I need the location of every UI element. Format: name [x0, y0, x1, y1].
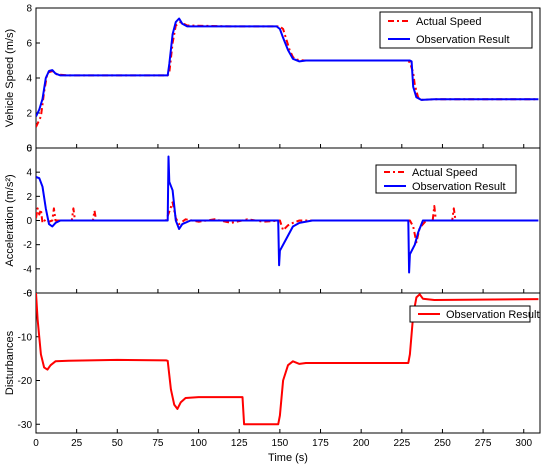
x-tick-label: 275	[475, 438, 492, 449]
legend-label: Observation Result	[412, 181, 506, 193]
panel-3: -30 -20 -10 0 0 25 50 75 100 125 150 175 200 225 250 27…	[4, 289, 541, 449]
y-tick-label: -6	[23, 289, 32, 300]
y-tick-label: -10	[18, 332, 33, 343]
y-axis-label: Acceleration (m/s²)	[4, 174, 16, 266]
legend-box	[379, 11, 533, 49]
legend-box	[375, 164, 517, 194]
legend: Observation Result	[409, 305, 540, 323]
y-tick-label: 2	[26, 109, 32, 120]
x-tick-label: 125	[231, 438, 248, 449]
y-tick-label: -20	[18, 376, 33, 387]
series-line	[36, 155, 539, 274]
y-tick-label: 6	[26, 144, 32, 155]
panel-1: 0 2 4 6 8 Vehicle Speed (m/s) Actual Speed Obse…	[4, 4, 541, 155]
y-axis-label: Vehicle Speed (m/s)	[4, 29, 16, 127]
x-tick-label: 25	[71, 438, 83, 449]
y-tick-label: 6	[26, 39, 32, 50]
legend-label: Actual Speed	[416, 16, 481, 28]
x-tick-label: 75	[152, 438, 164, 449]
series-line	[36, 201, 539, 244]
y-tick-label: 0	[26, 289, 32, 300]
legend-label: Observation Result	[416, 34, 510, 46]
series-line	[36, 17, 539, 117]
y-tick-label: -4	[23, 264, 32, 275]
y-tick-label: 4	[26, 168, 32, 179]
x-tick-label: 175	[312, 438, 329, 449]
y-tick-label: 0	[26, 216, 32, 227]
y-tick-label: -2	[23, 240, 32, 251]
legend-box	[409, 305, 531, 323]
panel-2: -6 -4 -2 0 2 4 6 Acceleration (m/s²) Actual Spee…	[4, 144, 541, 300]
legend: Actual Speed Observation Result	[375, 164, 517, 194]
y-tick-label: 2	[26, 192, 32, 203]
x-tick-label: 0	[33, 438, 39, 449]
x-tick-label: 150	[272, 438, 289, 449]
y-tick-label: 4	[26, 74, 32, 85]
x-tick-label: 250	[434, 438, 451, 449]
legend-label: Observation Result	[446, 309, 540, 321]
x-tick-label: 50	[112, 438, 124, 449]
y-axis-label: Disturbances	[4, 330, 16, 395]
x-tick-label: 200	[353, 438, 370, 449]
x-tick-label: 225	[393, 438, 410, 449]
y-tick-label: 8	[26, 4, 32, 15]
x-tick-label: 300	[515, 438, 532, 449]
series-line	[36, 293, 539, 426]
x-tick-label: 100	[190, 438, 207, 449]
y-tick-label: -30	[18, 420, 33, 431]
plot-frame	[35, 292, 541, 434]
legend: Actual Speed Observation Result	[379, 11, 533, 49]
x-axis-label: Time (s)	[268, 452, 308, 464]
legend-label: Actual Speed	[412, 167, 477, 179]
y-tick-label: 0	[26, 144, 32, 155]
